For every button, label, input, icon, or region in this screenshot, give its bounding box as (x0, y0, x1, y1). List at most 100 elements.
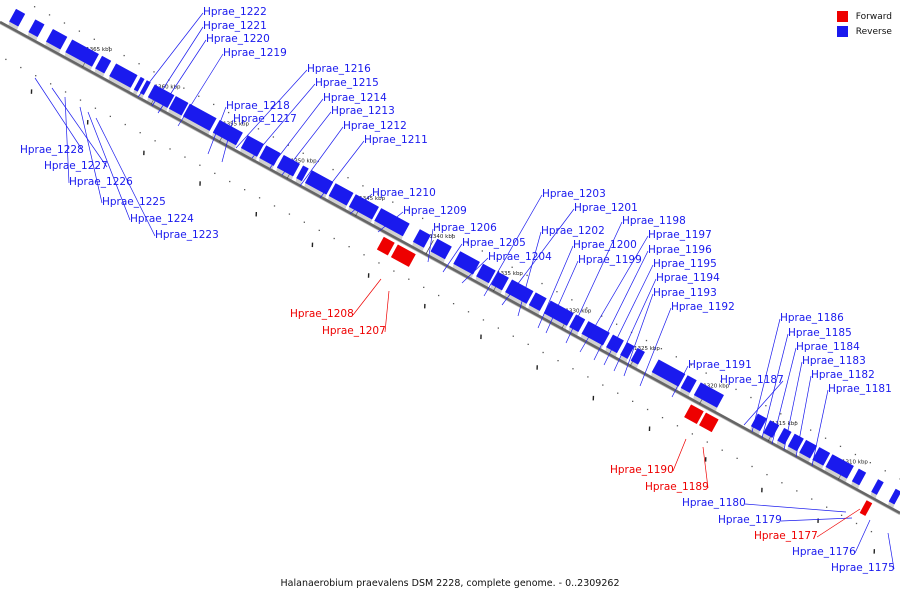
guide-dot (824, 437, 827, 439)
guide-dot (169, 148, 171, 150)
label-leader (672, 438, 687, 472)
gene-block (109, 63, 138, 88)
guide-dot (288, 213, 291, 215)
caption: Halanaerobium praevalens DSM 2228, compl… (280, 578, 620, 589)
guide-dot (108, 46, 110, 49)
label-leader (887, 532, 895, 570)
guide-dot (48, 14, 51, 16)
gene-label: Hprae_1206 (433, 222, 497, 234)
gene-label: Hprae_1180 (682, 497, 746, 509)
gene-label: Hprae_1217 (233, 113, 297, 125)
gene-shadow (27, 31, 38, 41)
label-leader (221, 119, 234, 163)
gene-shadow (543, 313, 567, 330)
gene-label: Hprae_1189 (645, 481, 709, 493)
gene-shadow (64, 52, 92, 71)
gene-block (491, 271, 509, 291)
guide-dot (408, 278, 410, 280)
label-leader (157, 39, 207, 114)
label-leader (87, 111, 131, 221)
label-leader (235, 69, 308, 149)
gene-label: Hprae_1220 (206, 33, 270, 45)
guide-dot (482, 319, 485, 321)
label-leader (79, 106, 103, 204)
label-leader (51, 87, 108, 168)
gene-label: Hprae_1182 (811, 369, 875, 381)
guide-dot (796, 490, 798, 492)
label-leader (565, 221, 623, 344)
label-leader (207, 106, 227, 155)
gene-label: Hprae_1192 (671, 301, 735, 313)
gene-shadow (108, 76, 131, 92)
guide-dot (661, 416, 664, 419)
gene-label: Hprae_1209 (403, 205, 467, 217)
gene-block (476, 263, 496, 284)
guide-dot (839, 445, 842, 448)
label-leader (177, 53, 224, 127)
label-leader (811, 389, 829, 467)
gene-block (9, 8, 26, 27)
label-leader (461, 257, 489, 284)
legend-forward-label: Forward (855, 11, 892, 22)
label-leader (639, 307, 672, 387)
guide-dot (632, 400, 634, 403)
gene-block (453, 251, 480, 275)
gene-label: Hprae_1183 (802, 355, 866, 367)
gene-block (581, 321, 610, 346)
guide-dot (615, 323, 618, 325)
gene-block (390, 244, 416, 267)
guide-dot (586, 307, 588, 309)
label-leader (442, 243, 463, 273)
gene-block (328, 183, 354, 206)
gene-block (871, 479, 884, 495)
guide-dot (242, 120, 245, 122)
gene-block (606, 334, 624, 354)
tick-label: 1360 kbp (155, 84, 181, 90)
gene-shadow (870, 491, 877, 499)
guide-dot (587, 376, 589, 378)
gene-label: Hprae_1200 (573, 239, 637, 251)
guide-dot (421, 217, 424, 220)
legend-reverse: Reverse (836, 24, 892, 39)
guide-dot (93, 38, 95, 40)
gene-label: Hprae_1202 (541, 225, 605, 237)
guide-dot (602, 384, 604, 386)
gene-block (65, 39, 99, 67)
gene-label: Hprae_1225 (102, 196, 166, 208)
gene-label: Hprae_1203 (542, 188, 606, 200)
gene-shadow (147, 97, 168, 112)
label-leader (743, 380, 784, 426)
gene-shadow (304, 182, 327, 199)
gene-label: Hprae_1204 (488, 251, 552, 263)
guide-dot (214, 172, 216, 175)
guide-dot (258, 197, 261, 199)
label-leader (319, 140, 365, 199)
gene-shadow (490, 284, 502, 294)
gene-shadow (619, 354, 628, 363)
gene-label: Hprae_1194 (656, 272, 720, 284)
label-leader (64, 96, 70, 184)
guide-dot (765, 405, 767, 407)
guide-dot (138, 63, 140, 65)
gene-label: Hprae_1179 (718, 514, 782, 526)
label-leader (783, 361, 803, 451)
guide-dot (869, 462, 871, 464)
gene-block (95, 55, 112, 74)
gene-block (374, 208, 410, 237)
guide-dot (572, 368, 574, 370)
label-leader (854, 519, 871, 554)
gene-label: Hprae_1223 (155, 229, 219, 241)
guide-dot (272, 136, 275, 138)
guide-dot (79, 99, 82, 101)
tick-label: 1310 kbp (842, 459, 868, 465)
guide-dot (884, 470, 886, 472)
guide-dot (199, 164, 201, 166)
gene-shadow (429, 251, 445, 263)
gene-shadow (348, 206, 372, 223)
guide-dot (675, 356, 677, 358)
gene-block (630, 347, 646, 365)
gene-shadow (328, 195, 347, 210)
tick-label: 1350 kbp (291, 159, 317, 165)
guide-dot (542, 351, 544, 354)
label-leader (671, 365, 689, 398)
